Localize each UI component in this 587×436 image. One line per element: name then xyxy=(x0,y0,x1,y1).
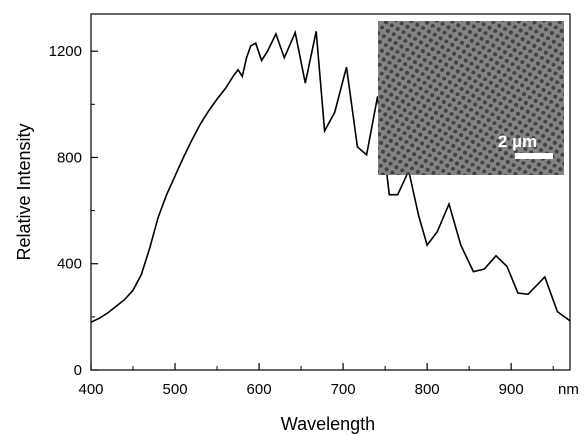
x-tick-label: 900 xyxy=(499,381,524,398)
y-tick-label: 1200 xyxy=(49,43,82,60)
y-tick-label: 0 xyxy=(74,362,82,379)
sem-inset: 2 µm xyxy=(378,21,564,175)
x-axis-ticks: 400 500 600 700 800 900 xyxy=(78,363,554,398)
sem-inset-noise xyxy=(378,21,564,175)
y-axis-title: Relative Intensity xyxy=(14,123,34,260)
x-tick-label: 600 xyxy=(247,381,272,398)
plot-frame xyxy=(90,13,571,371)
x-axis-unit: nm xyxy=(558,381,579,398)
sem-inset-image xyxy=(378,21,564,175)
plot-border xyxy=(90,13,571,371)
y-axis-ticks: 0 400 800 1200 xyxy=(49,43,98,379)
x-tick-label: 500 xyxy=(163,381,188,398)
scale-bar xyxy=(515,153,553,159)
y-tick-label: 400 xyxy=(57,256,82,273)
series-line xyxy=(91,29,570,323)
y-tick-label: 800 xyxy=(57,149,82,166)
x-axis-title: Wavelength xyxy=(281,414,375,434)
x-tick-label: 700 xyxy=(331,381,356,398)
spectrum-series xyxy=(91,29,570,323)
x-tick-label: 800 xyxy=(415,381,440,398)
x-tick-label: 400 xyxy=(78,381,103,398)
scale-bar-label: 2 µm xyxy=(498,132,537,151)
